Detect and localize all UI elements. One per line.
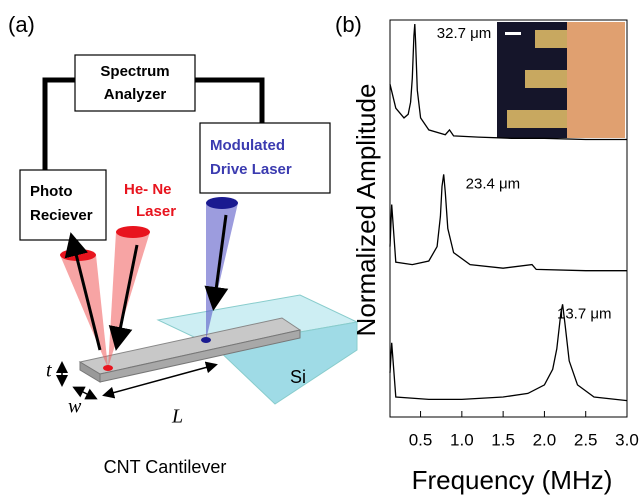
- x-tick-label: 0.5: [409, 430, 433, 449]
- photo-receiver: [20, 170, 106, 240]
- laser-label: He- Ne: [124, 181, 172, 198]
- caption: CNT Cantilever: [104, 457, 227, 477]
- scale-bar: [505, 32, 521, 35]
- box-label: Analyzer: [104, 86, 167, 103]
- dimension-label: t: [46, 360, 52, 382]
- box-label: Spectrum: [100, 63, 169, 80]
- panel-label: (b): [335, 12, 362, 37]
- beam: [108, 232, 150, 368]
- x-axis-label: Frequency (MHz): [412, 465, 613, 495]
- x-tick-label: 1.0: [450, 430, 474, 449]
- x-tick-label: 2.5: [574, 430, 598, 449]
- beam: [60, 255, 108, 368]
- laser-label: Drive Laser: [210, 161, 292, 178]
- beam: [116, 226, 150, 238]
- x-tick-label: 1.5: [491, 430, 515, 449]
- inset-image: [535, 30, 567, 48]
- substrate-label: Si: [290, 367, 306, 387]
- inset: [497, 22, 625, 138]
- inset-image: [525, 70, 567, 88]
- laser-label: Modulated: [210, 137, 285, 154]
- drive-laser: [200, 123, 330, 193]
- beam: [206, 197, 238, 209]
- x-tick-label: 2.0: [533, 430, 557, 449]
- inset-image: [507, 110, 567, 128]
- figure: (a) Spectrum Analyzer Photo Reciever He-…: [0, 0, 644, 497]
- series-label: 32.7 μm: [437, 25, 492, 42]
- box-label: Reciever: [30, 207, 93, 224]
- dimension-label: L: [171, 406, 183, 428]
- series-label: 23.4 μm: [466, 175, 521, 192]
- panel-label: (a): [8, 12, 35, 37]
- y-axis-label: Normalized Amplitude: [351, 84, 381, 337]
- laser-label: Laser: [136, 203, 176, 220]
- x-tick-label: 3.0: [615, 430, 639, 449]
- box-label: Photo: [30, 183, 73, 200]
- spot: [201, 337, 211, 343]
- spot: [103, 365, 113, 371]
- dimension-label: w: [68, 396, 82, 418]
- series-label: 13.7 μm: [557, 305, 612, 322]
